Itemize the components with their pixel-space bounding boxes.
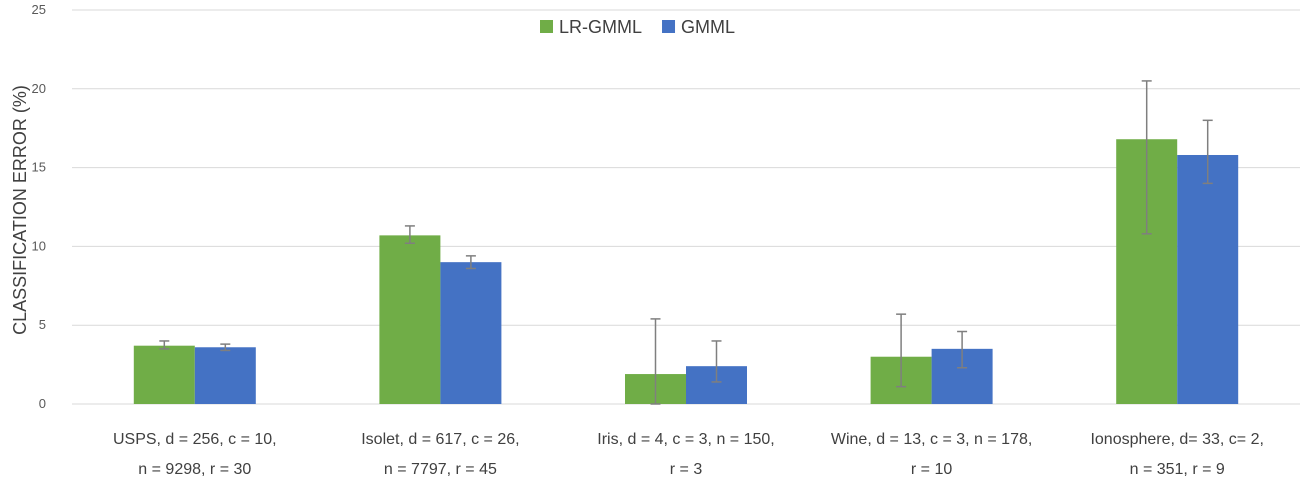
y-tick-label: 15 — [32, 160, 46, 175]
x-category-label: r = 3 — [670, 461, 703, 478]
x-category-label: n = 351, r = 9 — [1130, 461, 1225, 478]
legend-label-lr-gmml: LR-GMML — [559, 17, 642, 37]
bar-lr-gmml-1 — [379, 235, 441, 404]
bar-gmml-4 — [1177, 154, 1239, 404]
y-tick-label: 25 — [32, 2, 46, 17]
x-category-label: Isolet, d = 617, c = 26, — [361, 431, 519, 448]
y-tick-label: 20 — [32, 81, 46, 96]
x-category-label: n = 9298, r = 30 — [138, 461, 251, 478]
x-category-label: Wine, d = 13, c = 3, n = 178, — [831, 431, 1032, 448]
x-category-label: Iris, d = 4, c = 3, n = 150, — [597, 431, 774, 448]
y-tick-label: 10 — [32, 238, 46, 253]
bar-gmml-1 — [440, 262, 502, 404]
y-axis-tick-labels: 0 5 10 15 20 25 — [32, 2, 46, 411]
x-category-label: USPS, d = 256, c = 10, — [113, 431, 277, 448]
legend-swatch-gmml — [662, 20, 676, 33]
bar-gmml-0 — [194, 347, 256, 404]
legend-label-gmml: GMML — [681, 17, 735, 37]
gridlines — [72, 9, 1300, 405]
x-category-label: n = 7797, r = 45 — [384, 461, 497, 478]
y-tick-label: 5 — [39, 317, 46, 332]
legend-swatch-lr-gmml — [540, 20, 553, 33]
x-axis-category-labels: USPS, d = 256, c = 10, n = 9298, r = 30 Is… — [113, 431, 1264, 478]
bar-lr-gmml-0 — [133, 345, 195, 404]
x-category-label: r = 10 — [911, 461, 952, 478]
error-bars — [159, 80, 1213, 405]
bars — [133, 139, 1239, 404]
y-tick-label: 0 — [39, 396, 46, 411]
x-category-label: Ionosphere, d= 33, c= 2, — [1090, 431, 1263, 448]
legend: LR-GMML GMML — [540, 17, 735, 37]
y-axis-title: CLASSIFICATION ERROR (%) — [10, 85, 30, 335]
